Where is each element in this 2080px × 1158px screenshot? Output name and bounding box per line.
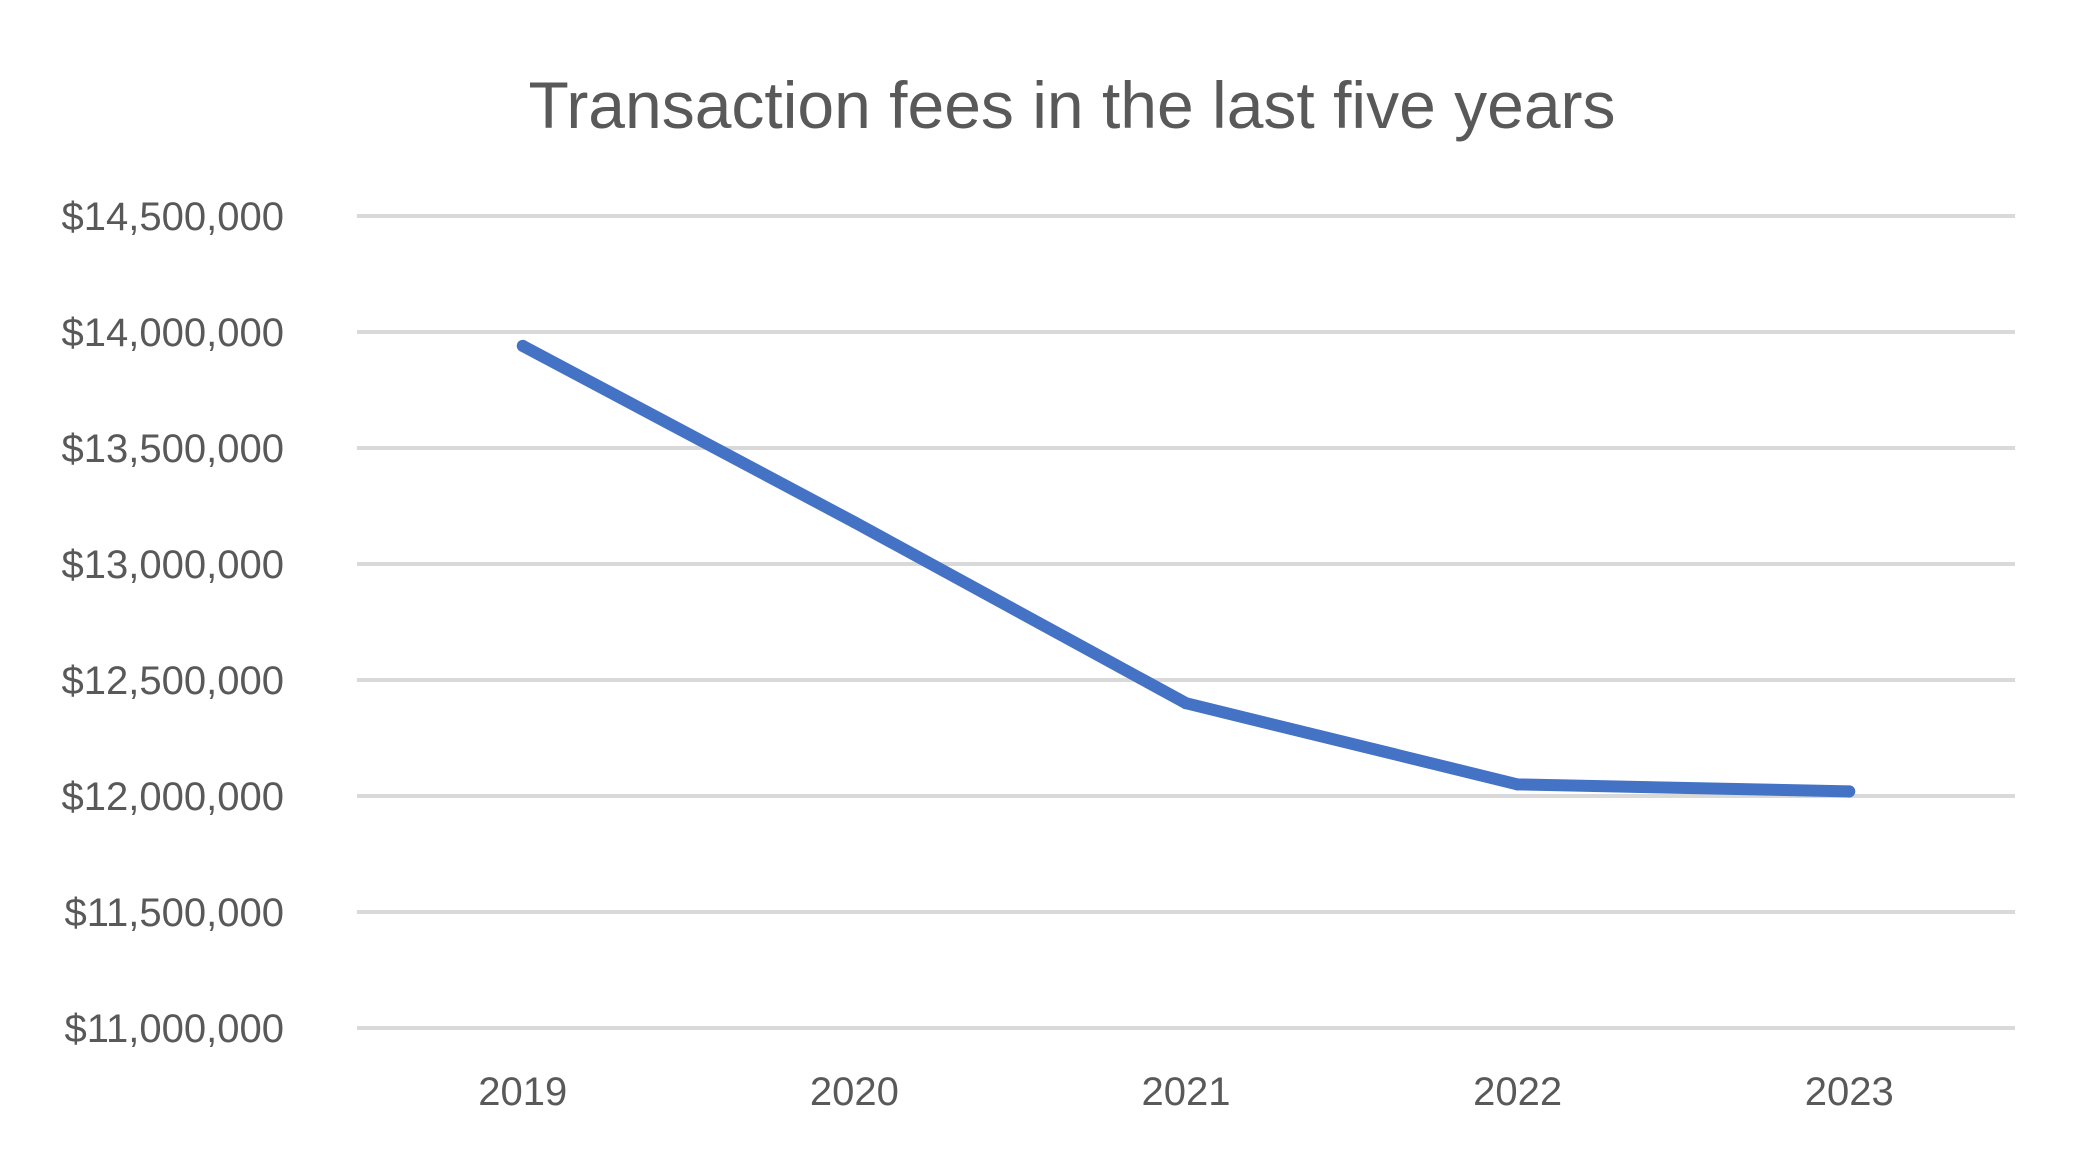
- y-tick-label: $13,500,000: [62, 427, 284, 471]
- series-line: [516, 339, 1856, 798]
- y-tick-label: $12,500,000: [62, 659, 284, 703]
- data-point: [848, 516, 861, 529]
- y-tick-label: $14,000,000: [62, 311, 284, 355]
- data-point: [1511, 778, 1524, 791]
- y-tick-label: $14,500,000: [62, 195, 284, 239]
- series-lines: [516, 339, 1856, 798]
- data-point: [1843, 785, 1856, 798]
- y-tick-label: $11,500,000: [65, 891, 284, 935]
- data-point: [516, 339, 529, 352]
- y-axis-tick-labels: $14,500,000 $14,000,000 $13,500,000 $13,000…: [62, 195, 284, 1051]
- chart-title: Transaction fees in the last five years: [528, 68, 1615, 142]
- y-tick-label: $12,000,000: [62, 775, 284, 819]
- y-tick-label: $13,000,000: [62, 543, 284, 587]
- x-axis-tick-labels: 2019 2020 2021 2022 2023: [478, 1070, 1893, 1114]
- x-tick-label: 2022: [1473, 1070, 1562, 1114]
- x-tick-label: 2019: [478, 1070, 567, 1114]
- x-tick-label: 2020: [810, 1070, 899, 1114]
- y-tick-label: $11,000,000: [65, 1007, 284, 1051]
- gridlines: [357, 214, 2015, 1030]
- x-tick-label: 2023: [1805, 1070, 1894, 1114]
- x-tick-label: 2021: [1142, 1070, 1231, 1114]
- data-point: [1180, 697, 1192, 710]
